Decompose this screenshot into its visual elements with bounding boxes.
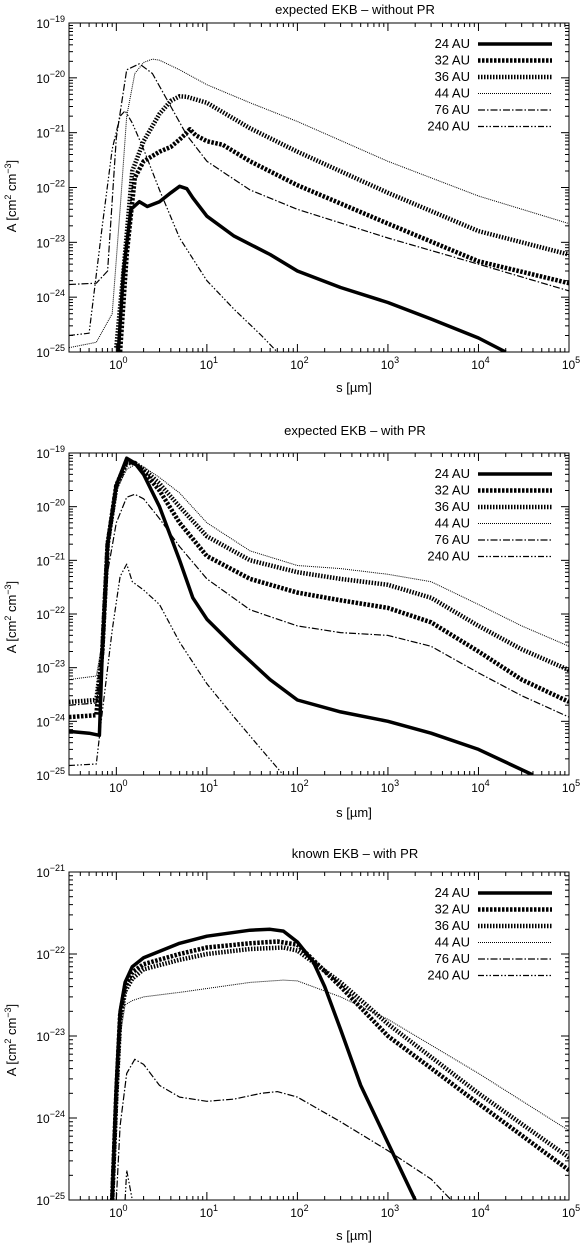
chart-title: expected EKB – without PR [275, 2, 435, 17]
y-tick-label--22: 10−22 [36, 945, 65, 962]
x-axis-label: s [µm] [336, 805, 372, 820]
y-tick-label--19: 10−19 [36, 444, 65, 461]
y-axis-label: A [cm2 cm−3] [3, 1004, 19, 1076]
axis-ticks [68, 22, 570, 353]
legend-label: 44 AU [435, 935, 470, 950]
y-tick-label--20: 10−20 [36, 69, 65, 86]
x-tick-label-1: 101 [200, 778, 218, 795]
x-tick-label-0: 100 [109, 778, 127, 795]
x-tick-label-4: 104 [471, 778, 489, 795]
x-tick-label-5: 105 [562, 778, 580, 795]
legend-label: 76 AU [435, 951, 470, 966]
y-tick-label--24: 10−24 [36, 712, 65, 729]
axis-ticks [68, 871, 570, 1201]
series-line-24-au [110, 927, 417, 1200]
x-tick-label-1: 101 [200, 1203, 218, 1220]
legend-label: 24 AU [435, 466, 470, 481]
x-tick-label-5: 105 [562, 1203, 580, 1220]
series-line-44-au [69, 58, 569, 349]
plot-frame [68, 871, 570, 1201]
series-line-32-au [117, 127, 569, 352]
y-axis-label: A [cm2 cm−3] [3, 160, 19, 232]
x-tick-label-3: 103 [381, 355, 399, 372]
y-tick-label--21: 10−21 [36, 863, 65, 880]
x-tick-label-0: 100 [109, 1203, 127, 1220]
y-tick-label--25: 10−25 [36, 343, 65, 360]
plot-area [109, 927, 569, 1200]
plot-frame [68, 22, 570, 353]
chart-title: expected EKB – with PR [284, 423, 426, 438]
x-axis-label: s [µm] [336, 1228, 372, 1243]
chart-panel-without-pr: expected EKB – without PR s [µm] A [cm2 … [3, 2, 580, 395]
legend-label: 44 AU [435, 516, 470, 531]
x-tick-label-5: 105 [562, 355, 580, 372]
series-line-44-au [69, 464, 569, 681]
x-tick-label-4: 104 [471, 1203, 489, 1220]
series-line-76-au [69, 493, 569, 718]
legend-label: 32 AU [435, 53, 470, 68]
y-tick-label--21: 10−21 [36, 551, 65, 568]
legend-label: 76 AU [435, 102, 470, 117]
y-tick-label--20: 10−20 [36, 498, 65, 515]
legend-label: 36 AU [435, 69, 470, 84]
y-tick-label--21: 10−21 [36, 124, 65, 141]
legend-label: 36 AU [435, 918, 470, 933]
y-tick-label--25: 10−25 [36, 766, 65, 783]
series-line-240-au [69, 110, 278, 352]
series-line-76-au [69, 63, 569, 292]
y-tick-label--24: 10−24 [36, 288, 65, 305]
series-line-32-au [69, 459, 569, 720]
series-line-36-au [114, 94, 569, 348]
legend-label: 32 AU [435, 902, 470, 917]
y-tick-label--22: 10−22 [36, 605, 65, 622]
chart-title: known EKB – with PR [292, 846, 418, 861]
x-tick-label-3: 103 [381, 778, 399, 795]
series-line-240-au [124, 1169, 133, 1200]
legend-label: 24 AU [435, 36, 470, 51]
series-line-36-au [109, 945, 569, 1200]
series-line-240-au [69, 563, 284, 775]
series-line-32-au [109, 939, 569, 1200]
legend-label: 32 AU [435, 483, 470, 498]
y-tick-label--23: 10−23 [36, 1027, 65, 1044]
y-tick-label--25: 10−25 [36, 1191, 65, 1208]
y-axis-label: A [cm2 cm−3] [3, 581, 19, 653]
legend-label: 24 AU [435, 885, 470, 900]
y-tick-label--23: 10−23 [36, 659, 65, 676]
x-tick-label-2: 102 [290, 355, 308, 372]
series-line-44-au [111, 979, 569, 1200]
x-axis-label: s [µm] [336, 380, 372, 395]
series-line-24-au [116, 184, 507, 352]
chart-panel-expected-with-pr: expected EKB – with PR s [µm] A [cm2 cm−… [3, 423, 580, 820]
y-tick-label--22: 10−22 [36, 179, 65, 196]
y-tick-label--19: 10−19 [36, 14, 65, 31]
axis-ticks [68, 452, 570, 776]
legend-label: 44 AU [435, 86, 470, 101]
series-line-76-au [115, 1058, 452, 1200]
y-tick-label--23: 10−23 [36, 233, 65, 250]
chart-panel-known-with-pr: known EKB – with PR s [µm] A [cm2 cm−3] … [3, 846, 580, 1243]
x-tick-label-3: 103 [381, 1203, 399, 1220]
plot-area [69, 58, 569, 352]
legend-label: 240 AU [427, 119, 470, 134]
x-tick-label-4: 104 [471, 355, 489, 372]
legend-label: 36 AU [435, 499, 470, 514]
x-tick-label-2: 102 [290, 778, 308, 795]
legend-label: 76 AU [435, 532, 470, 547]
y-tick-label--24: 10−24 [36, 1109, 65, 1126]
plot-frame [68, 452, 570, 776]
legend-label: 240 AU [427, 549, 470, 564]
x-tick-label-0: 100 [109, 355, 127, 372]
legend-label: 240 AU [427, 968, 470, 983]
plot-area [69, 456, 569, 775]
x-tick-label-2: 102 [290, 1203, 308, 1220]
x-tick-label-1: 101 [200, 355, 218, 372]
